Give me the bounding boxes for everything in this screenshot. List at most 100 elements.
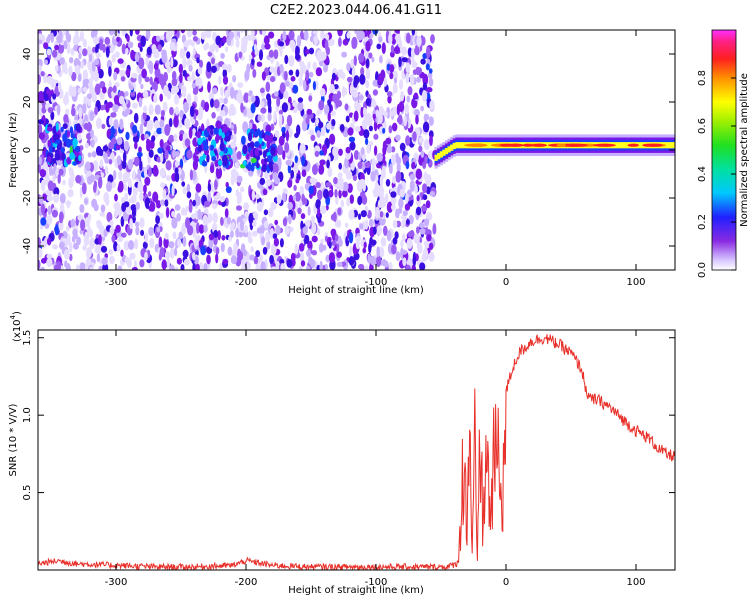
spectrogram-cell <box>192 199 196 207</box>
spectrogram-cell <box>119 69 126 78</box>
spectrogram-cell <box>293 163 299 174</box>
spectrogram-cell <box>169 30 175 36</box>
spectrogram-cell <box>447 146 451 153</box>
spectrogram-cell <box>318 243 324 253</box>
spectrogram-cell <box>134 141 138 150</box>
spectrogram-cell <box>56 139 61 144</box>
spectrogram-cell <box>332 93 339 103</box>
spectrogram-cell <box>315 182 321 189</box>
spectrogram-cell <box>203 224 208 233</box>
spectrogram-cell <box>376 246 380 258</box>
spectrogram-cell <box>245 153 250 160</box>
spectrogram-cell <box>124 91 129 97</box>
spectrogram-cell <box>369 33 373 39</box>
spectrogram-cell <box>144 133 150 140</box>
spectrogram-cell <box>65 91 69 99</box>
spectrogram-cell <box>132 124 138 134</box>
y-tick-label: 40 <box>22 48 33 61</box>
spectrogram-cell <box>434 154 438 161</box>
spectrogram-cell <box>182 236 187 247</box>
spectrogram-cell <box>83 78 90 85</box>
spectrogram-cell <box>71 86 77 97</box>
spectrogram-cell <box>402 210 408 217</box>
spectrogram-cell <box>350 58 354 69</box>
spectrogram-cell <box>66 42 71 55</box>
spectrogram-cell <box>273 172 278 182</box>
spectrogram-cell <box>149 201 156 212</box>
spectrogram-cell <box>276 194 282 205</box>
spectrogram-cell <box>416 35 422 47</box>
spectrogram-cell <box>157 44 162 52</box>
spectrogram-cell <box>294 243 299 255</box>
spectrogram-cell <box>318 121 324 129</box>
spectrogram-cell <box>398 38 402 50</box>
spectrogram-cell <box>320 238 324 245</box>
spectrogram-cell <box>38 156 43 166</box>
spectrogram-cell <box>621 142 625 149</box>
spectrogram-cell <box>401 219 406 229</box>
y-tick-label: -40 <box>22 238 33 254</box>
spectrogram-cell <box>98 265 103 270</box>
spectrogram-cell <box>593 143 616 147</box>
spectrogram-cell <box>213 127 219 135</box>
spectrogram-cell <box>166 145 171 152</box>
spectrogram-cell <box>127 177 132 188</box>
spectrogram-cell <box>109 226 115 235</box>
x-tick-label: -200 <box>235 577 258 588</box>
spectrogram-cell <box>220 242 225 253</box>
spectrogram-cell <box>261 132 266 139</box>
spectrogram-cell <box>312 164 318 176</box>
spectrogram-cell <box>399 79 404 90</box>
spectrogram-cell <box>75 146 80 153</box>
spectrogram-cell <box>270 201 277 211</box>
spectrogram-cell <box>308 95 313 102</box>
spectrogram-cell <box>132 135 140 143</box>
snr-panel: -300 -200 -100 0 100 0.5 1.0 1.5 Height of str… <box>8 311 676 596</box>
spectrogram-cell <box>159 93 163 102</box>
spectrogram-cell <box>38 132 46 140</box>
spectrogram-cell <box>368 140 374 147</box>
spectrogram-cell <box>214 135 220 144</box>
spectrogram-cell <box>131 266 138 270</box>
spectrogram-cell <box>75 174 82 184</box>
spectrogram-cell <box>279 82 286 94</box>
spectrogram-cell <box>192 159 198 171</box>
spectrogram-cell <box>94 245 99 254</box>
spectrogram-cell <box>288 214 292 225</box>
spectrogram-cell <box>338 189 342 199</box>
spectrogram-cell <box>260 100 265 108</box>
spectrogram-cell <box>314 150 320 157</box>
spectrogram-cell <box>156 127 163 135</box>
spectrogram-cell <box>116 236 124 243</box>
spectrogram-cell <box>57 173 61 184</box>
spectrogram-cell <box>311 235 318 243</box>
spectrogram-cell <box>310 134 316 141</box>
spectrogram-cell <box>299 251 305 263</box>
spectrogram-cell <box>345 170 353 180</box>
spectrogram-cell <box>377 73 384 85</box>
spectrogram-cell <box>68 167 73 173</box>
spectrogram-cell <box>279 63 284 73</box>
spectrogram-cell <box>73 242 79 250</box>
spectrogram-cell <box>401 57 408 63</box>
spectrogram-cell <box>78 51 82 60</box>
spectrogram-cell <box>38 102 43 110</box>
colorbar: 0.0 0.2 0.4 0.6 0.8 Normalized spectral ampl… <box>697 29 750 278</box>
spectrogram-cell <box>342 181 349 192</box>
spectrogram-cell <box>250 157 257 164</box>
spectrogram-cell <box>203 144 209 151</box>
spectrogram-cell <box>398 56 402 68</box>
spectrogram-cell <box>624 142 628 149</box>
spectrogram-cell <box>411 161 416 170</box>
spectrogram-cell <box>40 179 46 192</box>
spectrogram-cell <box>63 114 69 124</box>
spectrogram-cell <box>219 151 224 157</box>
spectrogram-cell <box>256 162 260 169</box>
spectrogram-cell <box>89 266 94 270</box>
spectrogram-cell <box>282 217 288 227</box>
spectrogram-cell <box>38 91 44 101</box>
spectrogram-cell <box>207 81 211 93</box>
spectrogram-cell <box>360 210 367 218</box>
spectrogram-cell <box>170 247 175 259</box>
spectrogram-cell <box>59 193 66 204</box>
